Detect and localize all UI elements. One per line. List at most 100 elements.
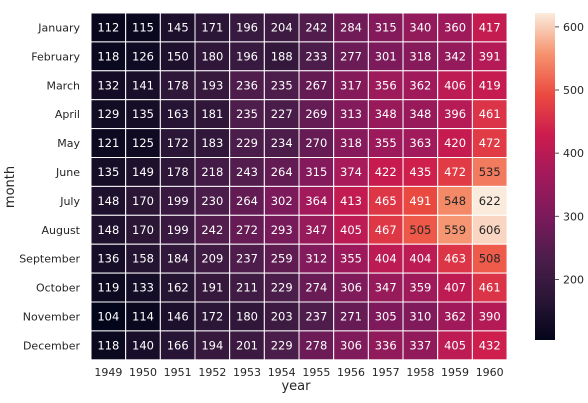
cell-value-label: 535: [479, 165, 501, 179]
cell-value-label: 348: [375, 107, 397, 121]
cell-value-label: 135: [132, 107, 154, 121]
cell-value-label: 336: [375, 338, 397, 352]
cell-value-label: 284: [340, 20, 362, 34]
heatmap-cell: [263, 330, 300, 361]
heatmap-cell: [263, 243, 300, 274]
cell-value-label: 115: [132, 20, 154, 34]
cell-value-label: 505: [409, 223, 431, 237]
heatmap-cell: [298, 41, 335, 72]
cell-value-label: 374: [340, 165, 362, 179]
cell-value-label: 183: [201, 136, 223, 150]
heatmap-cell: [229, 41, 265, 72]
heatmap-cell: [298, 157, 335, 187]
cell-value-label: 235: [271, 78, 293, 92]
cell-value-label: 293: [271, 223, 293, 237]
cell-value-label: 337: [409, 338, 431, 352]
cell-value-label: 118: [97, 338, 119, 352]
cell-value-label: 396: [444, 107, 466, 121]
heatmap-cell: [402, 185, 439, 216]
cell-value-label: 229: [271, 338, 293, 352]
cell-value-label: 340: [409, 20, 431, 34]
heatmap-cell: [263, 157, 300, 187]
cell-value-label: 218: [201, 165, 223, 179]
cell-value-label: 315: [375, 20, 397, 34]
cell-value-label: 148: [97, 194, 119, 208]
cell-value-label: 422: [375, 165, 397, 179]
heatmap-cell: [194, 272, 231, 303]
heatmap-cells: 112 115 145 171 196 204 242 284 315 340 360 417 118 1…: [90, 12, 508, 361]
x-tick-labels: 1949 1950 1951 1952 1953 1954 1955 1956 1957 1958…: [94, 366, 503, 379]
cell-value-label: 264: [236, 194, 258, 208]
cell-value-label: 267: [305, 78, 327, 92]
cell-value-label: 135: [97, 165, 119, 179]
cell-value-label: 242: [201, 223, 223, 237]
heatmap-cell: [367, 185, 404, 216]
heatmap-cell: [229, 70, 265, 101]
heatmap-cell: [90, 157, 127, 187]
y-tick-label: September: [19, 253, 80, 266]
x-tick-label: 1953: [233, 366, 261, 379]
y-tick-label: March: [46, 79, 80, 92]
cell-value-label: 149: [132, 165, 154, 179]
heatmap-cell: [298, 272, 335, 303]
cell-value-label: 129: [97, 107, 119, 121]
heatmap-cell: [125, 272, 161, 303]
cell-value-label: 347: [305, 223, 327, 237]
heatmap-cell: [125, 185, 161, 216]
cell-value-label: 170: [132, 194, 154, 208]
y-tick-label: February: [31, 50, 80, 63]
cell-value-label: 162: [167, 281, 189, 295]
cell-value-label: 199: [167, 194, 189, 208]
x-tick-label: 1960: [476, 366, 504, 379]
heatmap-cell: [229, 330, 265, 361]
cell-value-label: 420: [444, 136, 466, 150]
x-tick-label: 1950: [129, 366, 157, 379]
cell-value-label: 211: [236, 281, 258, 295]
cell-value-label: 209: [201, 252, 223, 266]
cell-value-label: 180: [236, 309, 258, 323]
y-tick-label: May: [57, 137, 80, 150]
cell-value-label: 204: [271, 20, 293, 34]
heatmap-cell: [229, 185, 265, 216]
cell-value-label: 355: [375, 136, 397, 150]
heatmap-cell: [367, 99, 404, 130]
cell-value-label: 171: [201, 20, 223, 34]
colorbar-tick-labels: 200 300 400 500 600: [555, 21, 584, 286]
cell-value-label: 419: [479, 78, 501, 92]
y-tick-label: June: [55, 166, 80, 179]
heatmap-cell: [298, 330, 335, 361]
cell-value-label: 318: [409, 49, 431, 63]
cell-value-label: 413: [340, 194, 362, 208]
x-tick-label: 1956: [337, 366, 365, 379]
heatmap-cell: [229, 128, 265, 159]
cell-value-label: 121: [97, 136, 119, 150]
heatmap-cell: [437, 99, 473, 130]
y-axis-label: month: [3, 166, 18, 208]
heatmap-cell: [333, 243, 369, 274]
heatmap-cell: [471, 41, 508, 72]
cell-value-label: 170: [132, 223, 154, 237]
heatmap-cell: [194, 214, 231, 245]
heatmap-cell: [367, 301, 404, 332]
heatmap-cell: [159, 243, 196, 274]
x-tick-label: 1949: [94, 366, 122, 379]
cell-value-label: 104: [97, 309, 119, 323]
x-tick-label: 1959: [441, 366, 469, 379]
heatmap-cell: [90, 12, 127, 43]
x-tick-label: 1952: [198, 366, 226, 379]
heatmap-cell: [471, 70, 508, 101]
cell-value-label: 347: [375, 281, 397, 295]
x-tick-label: 1958: [406, 366, 434, 379]
cell-value-label: 355: [340, 252, 362, 266]
cell-value-label: 184: [167, 252, 189, 266]
cell-value-label: 227: [271, 107, 293, 121]
heatmap-cell: [125, 128, 161, 159]
cell-value-label: 150: [167, 49, 189, 63]
cell-value-label: 237: [236, 252, 258, 266]
heatmap-cell: [90, 99, 127, 130]
heatmap-cell: [402, 99, 439, 130]
cell-value-label: 114: [132, 309, 154, 323]
colorbar: [535, 13, 555, 340]
cell-value-label: 306: [340, 338, 362, 352]
cell-value-label: 363: [409, 136, 431, 150]
